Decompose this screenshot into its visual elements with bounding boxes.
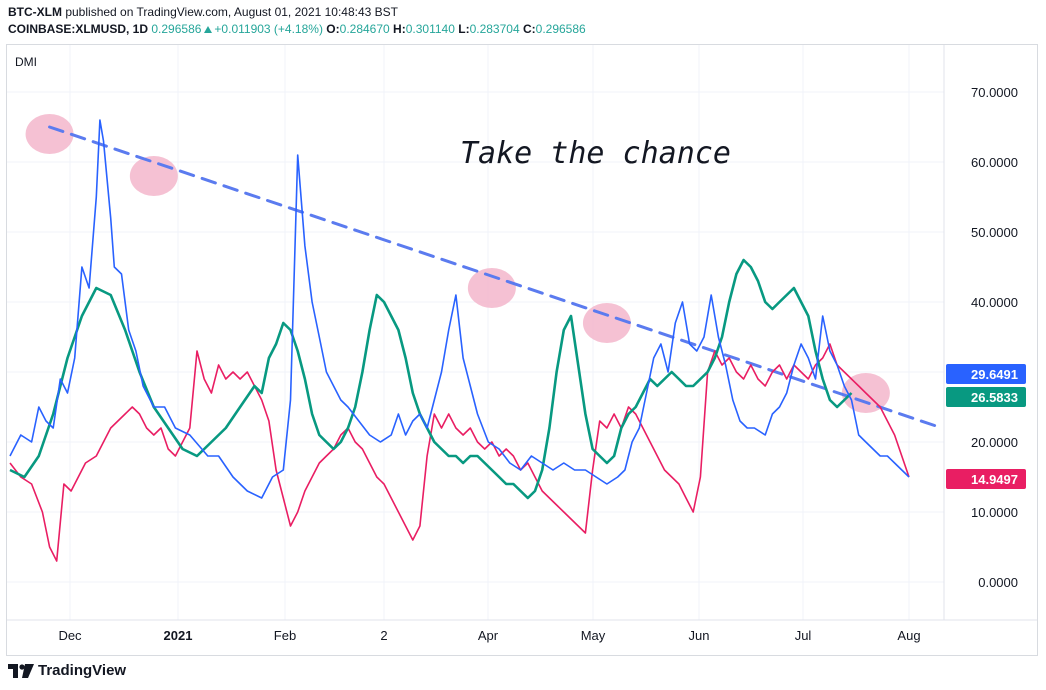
high-value: 0.301140 [405, 22, 455, 36]
adx-value-label: 26.5833 [971, 390, 1018, 405]
low-value: 0.283704 [469, 22, 520, 36]
x-tick-label: Feb [274, 628, 296, 643]
last-price: 0.296586 [151, 22, 202, 36]
close-label: C: [522, 22, 536, 36]
y-tick-label: 70.0000 [971, 85, 1018, 100]
grid-lines [7, 45, 944, 620]
close-value: 0.296586 [535, 22, 586, 36]
x-tick-label: Jul [795, 628, 812, 643]
x-tick-label: May [581, 628, 606, 643]
x-tick-label: Jun [689, 628, 710, 643]
plus-di-value-tag [946, 364, 1026, 384]
brand-name: TradingView [38, 662, 127, 679]
trendline[interactable] [48, 125, 941, 429]
low-label: L: [458, 22, 470, 36]
brand-footer: TradingView [8, 662, 126, 679]
y-tick-label: 0.0000 [978, 575, 1018, 590]
minus-di-value-tag [946, 469, 1026, 489]
highlight-ellipse [25, 114, 74, 154]
high-label: H: [393, 22, 406, 36]
open-label: O: [326, 22, 340, 36]
publish-text: published on TradingView.com, August 01,… [62, 5, 399, 19]
plus-di-value-label: 29.6491 [971, 367, 1018, 382]
last-value-tags: 29.6491 14.9497 26.5833 [946, 364, 1026, 489]
publish-info: BTC-XLM published on TradingView.com, Au… [8, 5, 398, 19]
x-axis-labels: Dec 2021 Feb 2 Apr May Jun Jul Aug [58, 628, 920, 643]
y-tick-label: 60.0000 [971, 155, 1018, 170]
series-layer [9, 119, 910, 562]
annotation-text[interactable]: Take the chance [460, 136, 731, 171]
chart-frame [6, 44, 1038, 656]
plus-di-line[interactable] [9, 119, 910, 499]
x-tick-label: 2021 [164, 628, 193, 643]
tradingview-logo-icon [8, 663, 34, 678]
ticker-label: COINBASE:XLMUSD, 1D [8, 22, 149, 36]
minus-di-line[interactable] [9, 343, 910, 562]
adx-line[interactable] [9, 258, 853, 500]
ohlc-info: COINBASE:XLMUSD, 1D 0.296586 +0.011903 (+… [8, 22, 586, 36]
minus-di-value-label: 14.9497 [971, 472, 1018, 487]
indicator-label: DMI [15, 55, 37, 69]
y-tick-label: 40.0000 [971, 295, 1018, 310]
y-tick-label: 10.0000 [971, 505, 1018, 520]
highlight-ellipse [129, 156, 178, 196]
highlight-ellipse [582, 303, 631, 343]
x-tick-label: 2 [380, 628, 387, 643]
highlight-ellipse [467, 268, 516, 308]
x-tick-label: Apr [478, 628, 499, 643]
publisher-name: BTC-XLM [8, 5, 62, 19]
price-change: +0.011903 (+4.18%) [214, 22, 323, 36]
x-tick-label: Aug [897, 628, 920, 643]
x-tick-label: Dec [58, 628, 82, 643]
up-arrow-icon [204, 26, 213, 33]
y-tick-label: 50.0000 [971, 225, 1018, 240]
y-axis-labels: 0.000010.000020.000030.000040.000050.000… [971, 85, 1018, 590]
y-tick-label: 20.0000 [971, 435, 1018, 450]
adx-value-tag [946, 387, 1026, 407]
open-value: 0.284670 [339, 22, 390, 36]
